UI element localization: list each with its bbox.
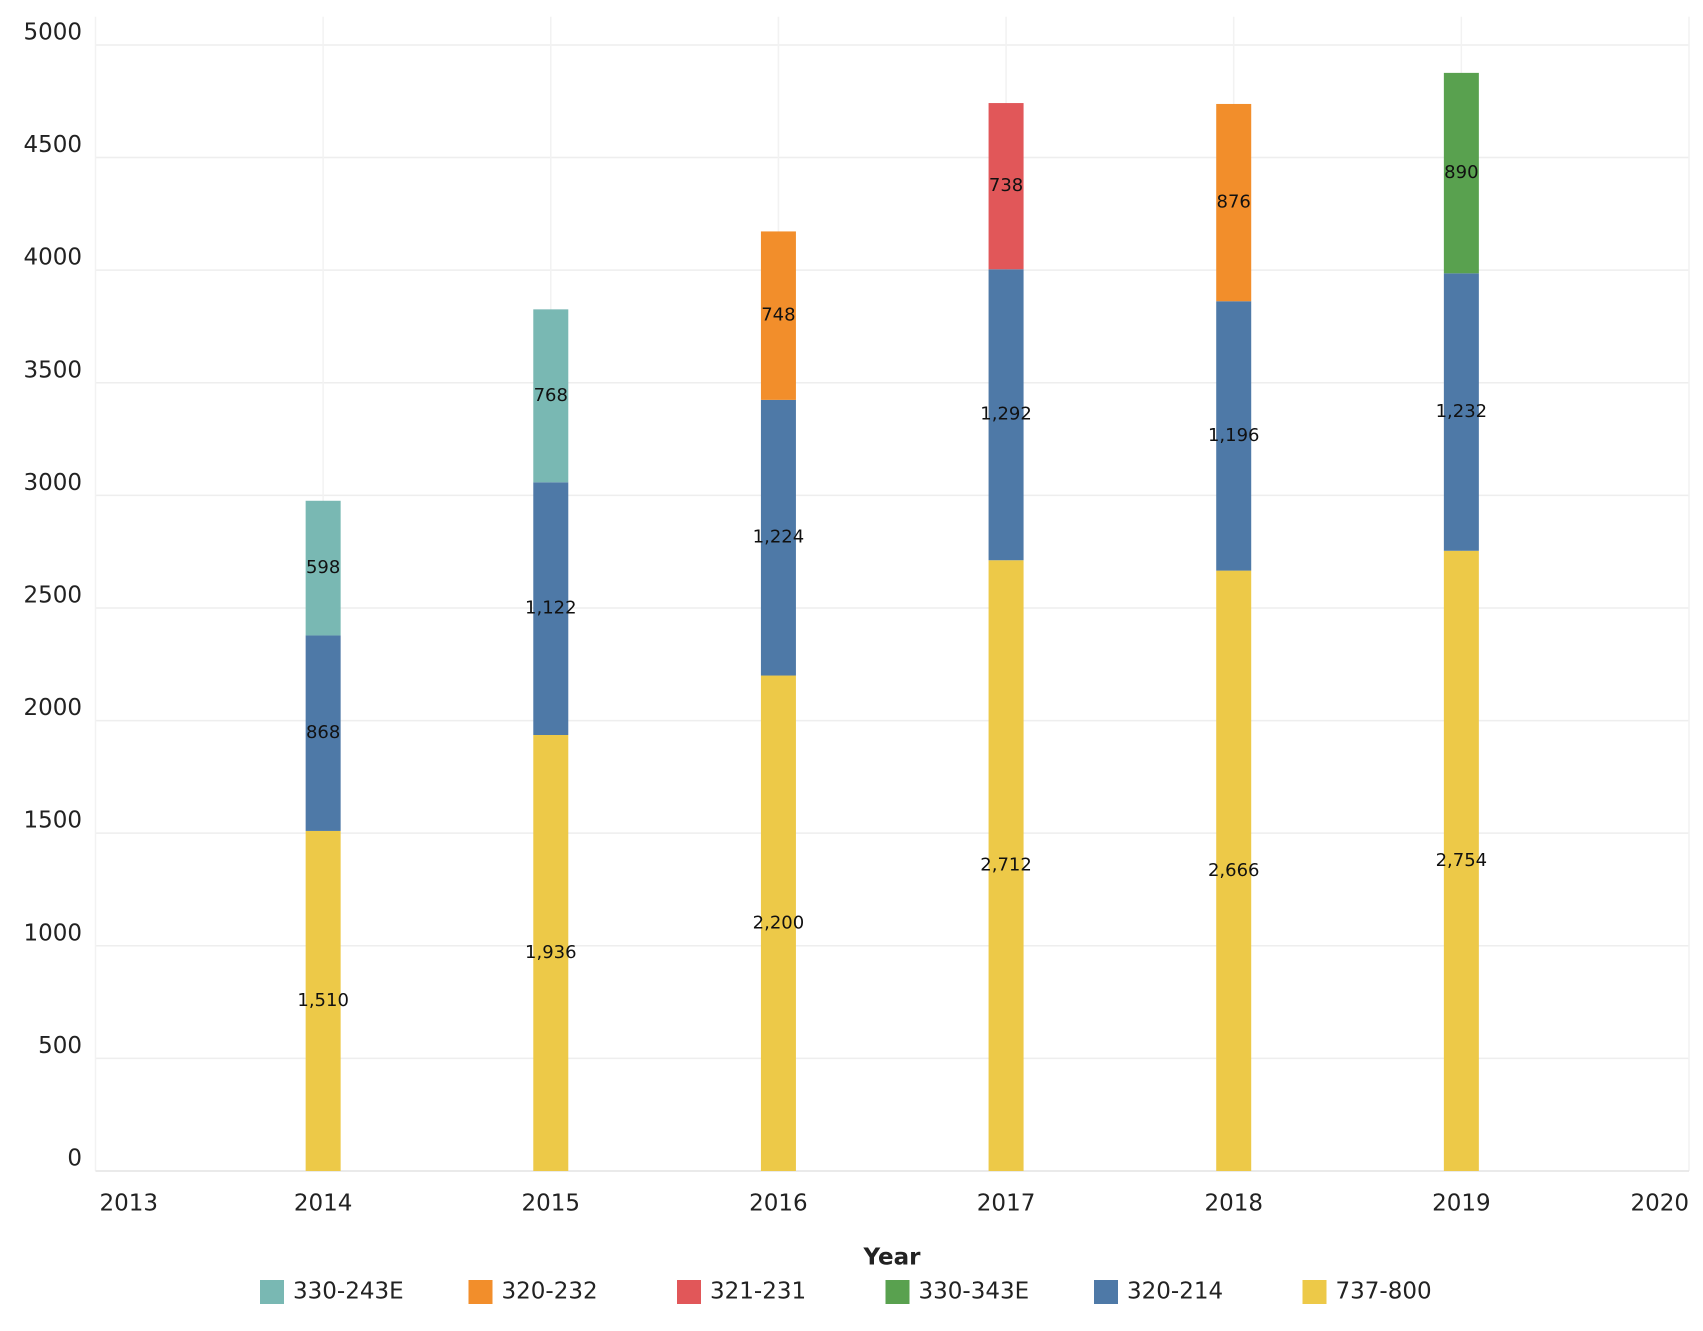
data-label: 2,200 [753, 912, 805, 933]
data-label: 1,232 [1436, 401, 1488, 422]
data-label: 1,292 [980, 404, 1032, 425]
x-tick-label: 2017 [977, 1191, 1036, 1217]
data-label: 748 [761, 305, 795, 326]
data-label: 1,196 [1208, 425, 1260, 446]
y-tick-label: 500 [38, 1033, 82, 1059]
legend-label: 321-231 [710, 1279, 806, 1305]
bar-segment [1216, 570, 1252, 1171]
legend-label: 320-232 [502, 1279, 598, 1305]
bar-segment [533, 734, 569, 1171]
data-label: 2,666 [1208, 860, 1260, 881]
bar-segment [988, 103, 1024, 270]
data-label: 890 [1444, 162, 1478, 183]
x-axis-title: Year [862, 1245, 921, 1271]
x-tick-label: 2016 [749, 1191, 808, 1217]
y-tick-label: 1000 [23, 920, 82, 946]
data-label: 876 [1217, 192, 1251, 213]
bar-segment [988, 560, 1024, 1171]
y-tick-label: 0 [67, 1146, 82, 1172]
bar-segment [305, 830, 341, 1171]
bar-segment [988, 269, 1024, 561]
y-tick-label: 1500 [23, 808, 82, 834]
bar-segment [533, 309, 569, 483]
legend-swatch [260, 1280, 284, 1304]
legend-swatch [1302, 1280, 1327, 1304]
bar-segment [305, 500, 341, 636]
x-tick-label: 2014 [294, 1191, 353, 1217]
data-label: 2,712 [980, 855, 1032, 876]
x-tick-label: 2019 [1432, 1191, 1491, 1217]
legend-swatch [468, 1280, 493, 1304]
y-tick-label: 3500 [23, 357, 82, 383]
legend-label: 737-800 [1336, 1279, 1432, 1305]
legend-swatch [885, 1280, 910, 1304]
y-tick-label: 2000 [23, 695, 82, 721]
bar-segment [760, 399, 796, 676]
y-tick-label: 5000 [23, 19, 82, 45]
bar-segment [1443, 72, 1479, 274]
legend-label: 330-343E [919, 1279, 1030, 1305]
bar-segment [1443, 273, 1479, 551]
data-label: 768 [534, 385, 568, 406]
y-tick-label: 3000 [23, 470, 82, 496]
data-label: 598 [306, 557, 340, 578]
data-label: 738 [989, 175, 1023, 196]
y-tick-label: 2500 [23, 582, 82, 608]
legend-label: 320-214 [1127, 1279, 1223, 1305]
x-tick-label: 2020 [1630, 1191, 1689, 1217]
x-tick-label: 2013 [100, 1191, 159, 1217]
legend-swatch [1094, 1280, 1118, 1304]
y-tick-label: 4000 [23, 245, 82, 271]
data-label: 868 [306, 722, 340, 743]
legend-swatch [677, 1280, 701, 1304]
legend-label: 330-243E [293, 1279, 404, 1305]
bar-segment [1216, 103, 1252, 302]
data-label: 1,122 [525, 598, 577, 619]
y-tick-label: 4500 [23, 132, 82, 158]
bar-segment [1443, 550, 1479, 1171]
data-label: 1,510 [297, 990, 349, 1011]
data-label: 1,936 [525, 942, 577, 963]
bar-segment [760, 231, 796, 400]
bar-segment [305, 635, 341, 831]
bar-segment [760, 675, 796, 1171]
bar-segment [1216, 301, 1252, 571]
x-tick-label: 2018 [1204, 1191, 1263, 1217]
data-label: 1,224 [753, 527, 805, 548]
bar-segment [533, 482, 569, 735]
x-tick-label: 2015 [522, 1191, 581, 1217]
data-label: 2,754 [1436, 850, 1488, 871]
